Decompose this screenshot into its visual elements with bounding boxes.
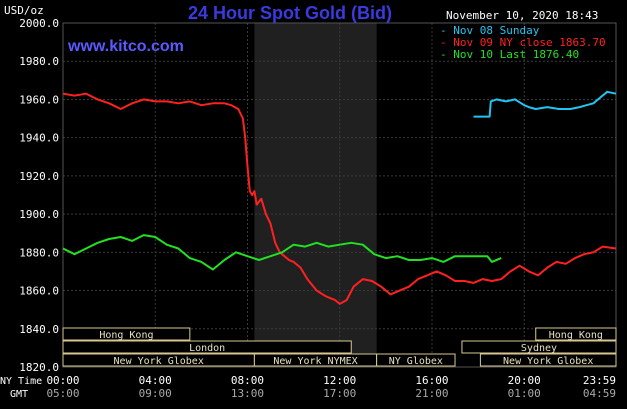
legend-label: Nov 09 NY close 1863.70: [453, 36, 605, 49]
legend-label: Nov 10 Last 1876.40: [453, 48, 579, 61]
x-tick-label-gmt: 09:00: [139, 387, 172, 400]
y-tick-label: 1960.0: [19, 93, 59, 106]
series-lines: [62, 90, 617, 305]
y-tick-label: 1820.0: [19, 361, 59, 374]
x-tick-label-ny: 16:00: [415, 374, 448, 387]
x-tick-label-ny: 20:00: [508, 374, 541, 387]
watermark: www.kitco.com: [67, 38, 184, 55]
series-line: [473, 90, 617, 118]
session-label: Hong Kong: [99, 330, 153, 341]
y-tick-label: 1980.0: [19, 55, 59, 68]
x-tick-label-gmt: 05:00: [46, 387, 79, 400]
series-line: [62, 92, 617, 305]
session-label: New York NYMEX: [273, 356, 357, 367]
legend-marker: -: [440, 36, 453, 49]
legend-label: Nov 08 Sunday: [453, 24, 539, 37]
x-row-label-gmt: GMT: [10, 389, 28, 400]
x-tick-label-ny: 00:00: [46, 374, 79, 387]
session-box: [62, 327, 191, 341]
x-tick-label-ny: 23:59: [583, 374, 616, 387]
x-tick-label-gmt: 17:00: [323, 387, 356, 400]
y-tick-label: 1920.0: [19, 170, 59, 183]
session-box: [479, 353, 617, 367]
legend-item-nov10: - Nov 10 Last 1876.40: [440, 48, 579, 61]
x-tick-label-gmt: 21:00: [415, 387, 448, 400]
session-label: Sydney: [521, 343, 557, 354]
y-unit-label: USD/oz: [4, 4, 44, 17]
session-label: London: [189, 343, 225, 354]
trading-sessions: Hong Kong Hong Kong London Sydney New York G…: [62, 327, 617, 367]
y-tick-label: 2000.0: [19, 17, 59, 30]
chart-title: 24 Hour Spot Gold (Bid): [188, 3, 392, 23]
series-line: [62, 234, 502, 271]
date-stamp: November 10, 2020 18:43: [446, 9, 598, 22]
x-tick-label-gmt: 01:00: [508, 387, 541, 400]
legend: - Nov 08 Sunday - Nov 09 NY close 1863.7…: [440, 24, 606, 61]
session-box: [535, 327, 617, 341]
y-tick-label: 1840.0: [19, 323, 59, 336]
session-label: New York Globex: [114, 356, 204, 367]
plot-border: [62, 22, 617, 368]
legend-marker: -: [440, 48, 453, 61]
legend-marker: -: [440, 24, 453, 37]
x-tick-label-gmt: 04:59: [583, 387, 616, 400]
y-tick-label: 1880.0: [19, 246, 59, 259]
session-box: [461, 340, 617, 354]
session-box: [62, 340, 352, 354]
y-tick-label: 1900.0: [19, 208, 59, 221]
x-tick-label-ny: 08:00: [231, 374, 264, 387]
y-tick-label: 1860.0: [19, 285, 59, 298]
y-axis: 1820.0 1840.0 1860.0 1880.0 1900.0 1920.0 1940…: [19, 17, 59, 374]
session-label: Hong Kong: [549, 330, 603, 341]
grid-lines: [62, 22, 617, 368]
session-label: NY Globex: [389, 356, 443, 367]
x-tick-label-ny: 04:00: [139, 374, 172, 387]
y-tick-label: 1940.0: [19, 132, 59, 145]
x-row-label-ny: NY Time: [0, 376, 42, 387]
legend-item-nov09: - Nov 09 NY close 1863.70: [440, 36, 606, 49]
x-tick-label-gmt: 13:00: [231, 387, 264, 400]
x-tick-label-ny: 12:00: [323, 374, 356, 387]
legend-item-nov08: - Nov 08 Sunday: [440, 24, 540, 37]
session-label: New York Globex: [503, 356, 593, 367]
session-box: [376, 353, 456, 367]
highlight-band: [254, 23, 377, 367]
